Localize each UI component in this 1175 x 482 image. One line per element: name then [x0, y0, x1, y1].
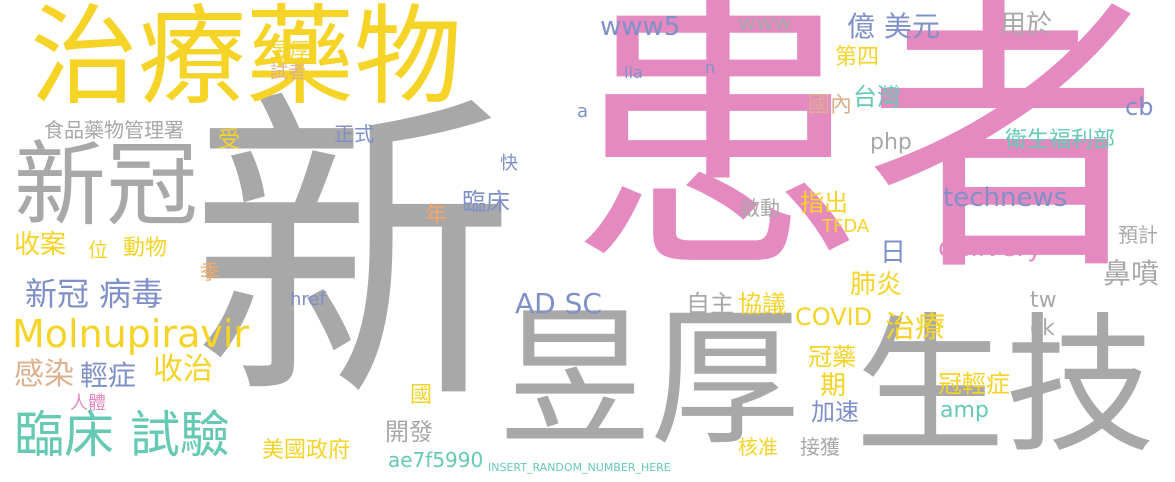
word-zhichu: 指出	[800, 189, 848, 217]
word-xinguan: 新冠	[14, 132, 199, 239]
word-zhiliao: 治療	[885, 310, 945, 345]
word-www: www	[738, 11, 792, 36]
word-zizhu: 自主	[686, 290, 734, 318]
word-fda-tw: 食品藥物管理署	[44, 118, 184, 142]
word-yuhou: 昱厚	[500, 293, 801, 467]
word-qingzheng: 輕症	[80, 359, 137, 392]
word-guonei: 國內	[808, 93, 853, 118]
word-shou: 受	[218, 128, 241, 153]
word-yuji: 預計	[1118, 223, 1158, 247]
word-qi: 期	[820, 371, 847, 401]
word-shengji: 生技	[855, 300, 1156, 474]
word-guo: 國	[410, 383, 433, 408]
word-taiwan: 台灣	[853, 83, 901, 111]
word-nian: 年	[425, 203, 448, 228]
word-yuhou-small: 昱厚	[270, 38, 310, 62]
word-amp: amp	[940, 398, 989, 423]
word-ji: 季	[200, 260, 220, 284]
word-xieyi: 協議	[738, 290, 786, 318]
word-covid: COVID	[795, 303, 873, 331]
word-molnupiravir: Molnupiravir	[12, 312, 250, 356]
word-renti: 人體	[70, 393, 106, 414]
word-www5: www5	[600, 12, 681, 42]
word-ri: 日	[880, 238, 907, 268]
word-technews: technews	[943, 183, 1068, 213]
word-guanyao: 冠藥	[808, 343, 856, 371]
word-ae7f5990: ae7f5990	[388, 448, 484, 472]
word-clinical-trial: 臨床 試驗	[14, 406, 230, 464]
word-wei: 位	[88, 238, 108, 262]
word-guanqingzheng: 冠輕症	[938, 370, 1010, 398]
word-insert-random: INSERT_RANDOM_NUMBER_HERE	[488, 461, 671, 474]
word-shouan: 收案	[14, 230, 67, 260]
word-us-gov: 美國政府	[262, 438, 351, 463]
word-tw: tw	[1030, 288, 1057, 313]
word-ck: ck	[1030, 316, 1055, 341]
word-weisheng: 衛生福利部	[1005, 128, 1116, 153]
word-hezhun: 核准	[738, 435, 778, 459]
word-a: a	[577, 101, 589, 122]
word-dongwu: 動物	[123, 236, 168, 261]
word-delivery: delivery	[938, 233, 1043, 263]
word-huanzhe: 患者	[570, 0, 1160, 311]
word-lla: lla	[624, 63, 643, 82]
word-php: php	[870, 130, 912, 155]
word-jiehuo: 接獲	[800, 435, 840, 459]
word-qidong: 啟動	[740, 196, 780, 220]
word-feiyan: 肺炎	[850, 270, 903, 300]
word-href: href	[290, 289, 326, 310]
word-shouzhi: 收治	[153, 352, 213, 387]
word-shizhe: 試者	[270, 62, 306, 83]
word-xin: 新	[190, 65, 515, 444]
word-kuai: 快	[500, 153, 518, 174]
word-cb: cb	[1125, 93, 1154, 121]
word-ad-sc: AD SC	[515, 287, 602, 320]
word-disi: 第四	[835, 45, 880, 70]
word-kaifa: 開發	[385, 418, 433, 446]
word-zhengshi: 正式	[334, 122, 374, 146]
word-jiasu: 加速	[811, 398, 859, 426]
word-yi-meiyuan: 億 美元	[847, 10, 940, 43]
word-yongyu: 用於	[1000, 10, 1053, 40]
word-zhiliao-yaowu: 治療藥物	[30, 0, 463, 120]
word-covid-virus: 新冠 病毒	[25, 275, 164, 313]
word-n: n	[705, 58, 716, 77]
word-bipen: 鼻噴	[1103, 257, 1160, 290]
word-linchuang: 臨床	[462, 188, 510, 216]
word-ganran: 感染	[14, 357, 74, 392]
word-tfda: TFDA	[822, 216, 870, 237]
